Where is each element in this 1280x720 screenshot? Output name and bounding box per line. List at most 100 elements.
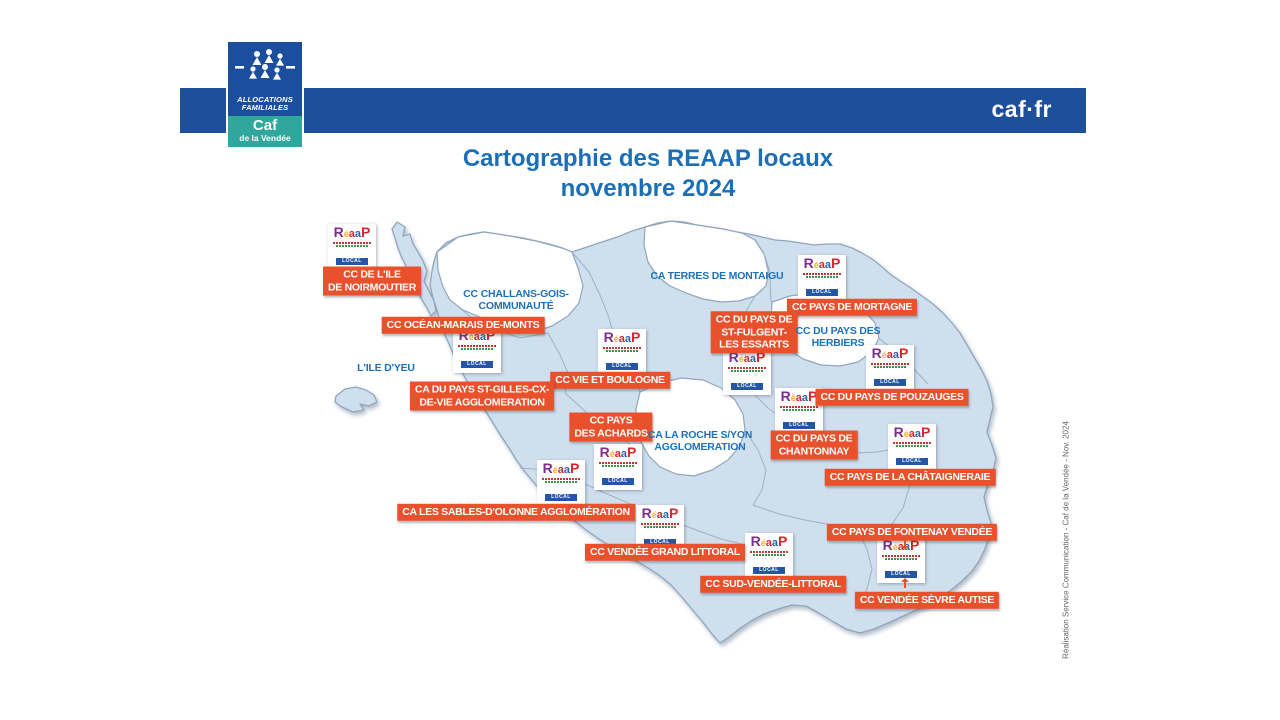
reaap-tagline-strip xyxy=(641,523,679,525)
region-label-line: CA TERRES DE MONTAIGU xyxy=(650,270,784,282)
caf-brand-sub: de la Vendée xyxy=(239,133,291,143)
reaap-tagline-strip xyxy=(753,554,785,556)
reaap-letters: RéaaP xyxy=(728,349,766,365)
region-label-line: CHANTONNAY xyxy=(778,445,850,457)
reaap-tagline-strip xyxy=(333,242,371,244)
reaap-tagline-strip xyxy=(603,347,641,349)
reaap-tagline-strip xyxy=(783,409,815,411)
reaap-local-logo: RéaaP LOCAL xyxy=(775,388,823,434)
region-label-mortagne: CC PAYS DE MORTAGNE xyxy=(786,298,918,316)
reaap-local-banner: LOCAL xyxy=(731,383,763,390)
reaap-tagline-strip xyxy=(542,478,580,480)
page-title: Cartographie des REAAP locaux novembre 2… xyxy=(0,144,1280,204)
region-label-line: DE-VIE AGGLOMERATION xyxy=(419,396,545,408)
reaap-letters: RéaaP xyxy=(780,388,818,404)
region-label-montaigu: CA TERRES DE MONTAIGU xyxy=(651,270,784,282)
reaap-tagline-strip xyxy=(874,366,906,368)
region-label-challans: CC CHALLANS-GOIS- COMMUNAUTÉ xyxy=(463,288,569,312)
familiales-line: FAMILIALES xyxy=(241,103,289,113)
region-label-ocean-marais: CC OCÉAN-MARAIS DE-MONTS xyxy=(381,316,545,334)
region-label-line: CC PAYS DE FONTENAY VENDÉE xyxy=(831,525,993,538)
region-label-line: CC DE L'ILE xyxy=(343,268,401,281)
region-label-la-roche: CA LA ROCHE S/YON AGGLOMERATION xyxy=(647,429,753,453)
reaap-local-banner: LOCAL xyxy=(545,494,577,501)
region-label-fontenay: CC PAYS DE FONTENAY VENDÉE xyxy=(826,523,998,541)
region-label-line: CC VENDÉE GRAND LITTORAL xyxy=(589,545,741,558)
reaap-tagline-strip xyxy=(606,350,638,352)
region-label-line: HERBIERS xyxy=(811,337,865,349)
caf-logo-bottom: Caf de la Vendée xyxy=(228,116,302,147)
region-label-chantonnay: CC DU PAYS DE CHANTONNAY xyxy=(770,430,858,460)
region-label-line: CC DU PAYS DE xyxy=(715,313,793,326)
reaap-local-logo: RéaaP LOCAL xyxy=(328,224,376,270)
reaap-tagline-strip xyxy=(893,442,931,444)
region-label-line: CC DU PAYS DES xyxy=(795,325,881,337)
region-label-line: L'ILE D'YEU xyxy=(357,362,415,374)
reaap-tagline-strip xyxy=(806,276,838,278)
region-label-line: CC VIE ET BOULOGNE xyxy=(555,373,665,386)
reaap-letters: RéaaP xyxy=(893,424,931,440)
reaap-letters: RéaaP xyxy=(750,533,788,549)
region-label-sables: CA LES SABLES-D'OLONNE AGGLOMÉRATION xyxy=(397,503,635,521)
region-label-sud-vendee: CC SUD-VENDÉE-LITTORAL xyxy=(700,575,846,593)
caf-fr-wordmark: caf·fr xyxy=(991,96,1052,122)
reaap-tagline-strip xyxy=(871,363,909,365)
reaap-local-banner: LOCAL xyxy=(885,571,917,578)
reaap-tagline-strip xyxy=(458,345,496,347)
reaap-letters: RéaaP xyxy=(871,345,909,361)
region-label-yeu: L'ILE D'YEU xyxy=(357,362,415,374)
page-title-line1: Cartographie des REAAP locaux xyxy=(462,145,834,172)
reaap-letters: RéaaP xyxy=(333,224,371,240)
region-label-line: DE NOIRMOUTIER xyxy=(328,281,416,293)
region-label-st-gilles: CA DU PAYS ST-GILLES-CX- DE-VIE AGGLOMERA… xyxy=(409,381,555,411)
region-label-line: CC DU PAYS DE POUZAUGES xyxy=(820,390,964,403)
reaap-local-banner: LOCAL xyxy=(336,258,368,265)
map-ile-yeu xyxy=(334,386,378,413)
region-label-grand-littoral: CC VENDÉE GRAND LITTORAL xyxy=(584,543,746,561)
region-label-line: CA LA ROCHE S/YON xyxy=(647,429,753,441)
region-label-achards: CC PAYS DES ACHARDS xyxy=(569,412,653,442)
reaap-tagline-strip xyxy=(885,558,917,560)
header-bar: caf·fr xyxy=(180,88,1086,133)
family-pictogram-icon xyxy=(235,49,295,80)
reaap-local-banner: LOCAL xyxy=(783,422,815,429)
reaap-local-banner: LOCAL xyxy=(461,361,493,368)
region-label-line: DES ACHARDS xyxy=(574,427,648,439)
connector-arrow-up-icon xyxy=(901,578,909,588)
region-label-line: COMMUNAUTÉ xyxy=(478,300,554,312)
region-label-st-fulgent: CC DU PAYS DE ST-FULGENT- LES ESSARTS xyxy=(710,311,798,353)
reaap-local-logo: RéaaP LOCAL xyxy=(866,345,914,391)
reaap-letters: RéaaP xyxy=(599,444,637,460)
region-label-line: ST-FULGENT- xyxy=(721,325,787,338)
reaap-local-logo: RéaaP LOCAL xyxy=(745,533,793,579)
reaap-local-logo: RéaaP LOCAL xyxy=(723,349,771,395)
region-label-line: CA DU PAYS ST-GILLES-CX- xyxy=(414,383,550,396)
page-title-line2: novembre 2024 xyxy=(560,175,736,202)
caf-brand: Caf xyxy=(252,117,278,134)
region-label-line: CC SUD-VENDÉE-LITTORAL xyxy=(705,577,841,590)
reaap-tagline-strip xyxy=(336,245,368,247)
region-label-line: LES ESSARTS xyxy=(719,338,789,351)
reaap-local-banner: LOCAL xyxy=(806,289,838,296)
reaap-tagline-strip xyxy=(545,481,577,483)
reaap-letters: RéaaP xyxy=(641,505,679,521)
reaap-tagline-strip xyxy=(644,526,676,528)
caf-logo-top: ALLOCATIONS FAMILIALES xyxy=(228,42,302,116)
map-region-la-roche xyxy=(635,377,746,477)
caf-logo: ALLOCATIONS FAMILIALES Caf de la Vendée xyxy=(228,42,302,147)
reaap-tagline-strip xyxy=(803,273,841,275)
reaap-tagline-strip xyxy=(599,462,637,464)
region-label-chataigneraie: CC PAYS DE LA CHÂTAIGNERAIE xyxy=(824,468,996,486)
reaap-letters: RéaaP xyxy=(542,460,580,476)
region-label-line: CC OCÉAN-MARAIS DE-MONTS xyxy=(386,318,540,331)
reaap-local-banner: LOCAL xyxy=(874,379,906,386)
reaap-local-banner: LOCAL xyxy=(753,567,785,574)
region-label-line: CC PAYS DE MORTAGNE xyxy=(791,300,913,313)
